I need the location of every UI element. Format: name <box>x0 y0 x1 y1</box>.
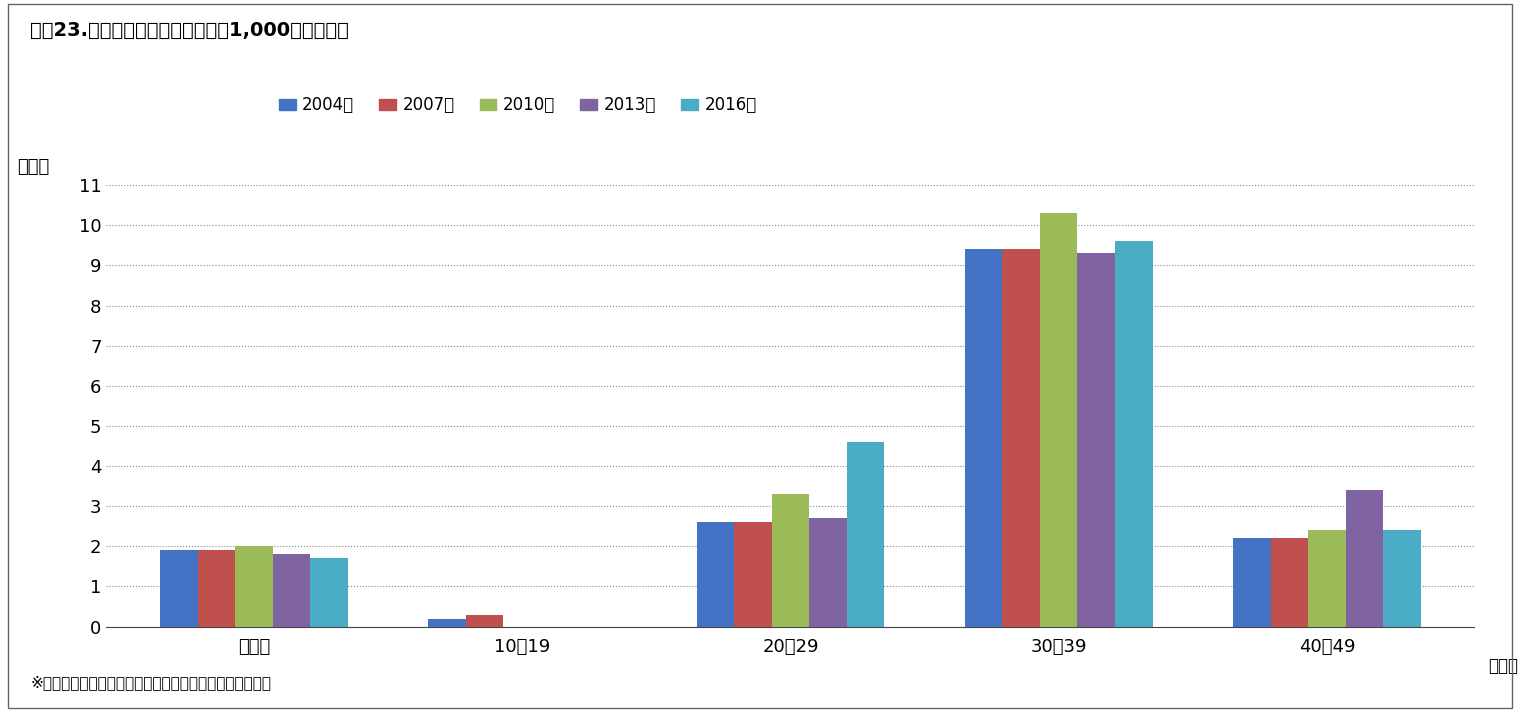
Bar <box>1383 530 1421 627</box>
Text: 図表23.　不妊症の通院者率（人口1,000人あたり）: 図表23. 不妊症の通院者率（人口1,000人あたり） <box>30 21 350 41</box>
Bar <box>310 558 348 627</box>
Text: （歳）: （歳） <box>1488 657 1518 676</box>
Bar <box>847 442 885 627</box>
Bar <box>1040 213 1078 627</box>
Bar <box>160 550 198 627</box>
Bar <box>429 619 465 627</box>
Bar <box>236 546 272 627</box>
Bar <box>1309 530 1345 627</box>
Bar <box>809 518 847 627</box>
Bar <box>1078 253 1116 627</box>
Bar <box>1233 538 1271 627</box>
Bar <box>772 494 809 627</box>
Bar <box>272 555 310 627</box>
Text: （人）: （人） <box>18 158 50 177</box>
Legend: 2004年, 2007年, 2010年, 2013年, 2016年: 2004年, 2007年, 2010年, 2013年, 2016年 <box>278 96 757 115</box>
Bar <box>1345 490 1383 627</box>
Bar <box>1116 241 1152 627</box>
Bar <box>734 522 772 627</box>
Bar <box>198 550 236 627</box>
Bar <box>1271 538 1309 627</box>
Bar <box>1002 249 1040 627</box>
Bar <box>696 522 734 627</box>
Bar <box>465 614 503 627</box>
Bar <box>965 249 1002 627</box>
Text: ※　「国民生活基礎調査」（厚生労働省）より、筆者作成: ※ 「国民生活基礎調査」（厚生労働省）より、筆者作成 <box>30 676 272 691</box>
